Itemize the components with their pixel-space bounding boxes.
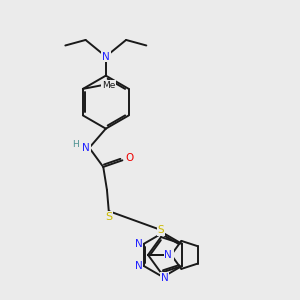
Text: H: H (72, 140, 79, 149)
Text: O: O (126, 154, 134, 164)
Text: Me: Me (102, 81, 115, 90)
Text: S: S (158, 225, 164, 236)
Text: N: N (135, 239, 142, 249)
Text: S: S (105, 212, 112, 222)
Text: N: N (166, 250, 173, 260)
Text: N: N (102, 52, 110, 61)
Text: N: N (135, 261, 142, 271)
Text: N: N (161, 273, 169, 283)
Text: N: N (82, 143, 90, 153)
Text: N: N (164, 250, 172, 260)
